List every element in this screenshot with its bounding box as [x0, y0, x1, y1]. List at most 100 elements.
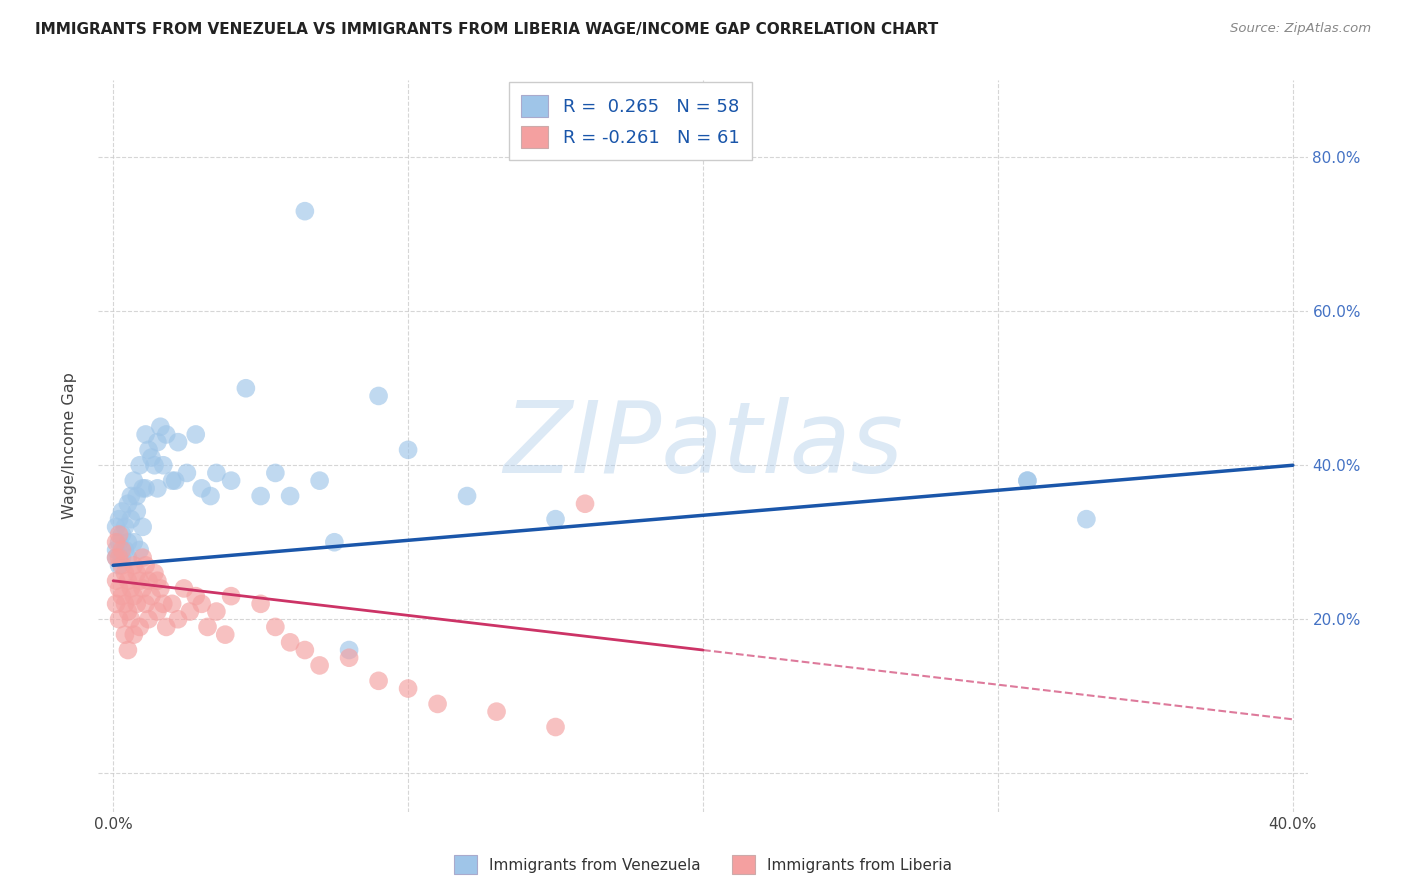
Point	[155, 427, 177, 442]
Point	[117, 605, 139, 619]
Point	[128, 574, 150, 588]
Point	[122, 474, 145, 488]
Point	[1076, 512, 1098, 526]
Point	[176, 466, 198, 480]
Point	[184, 427, 207, 442]
Point	[456, 489, 478, 503]
Point	[122, 535, 145, 549]
Point	[574, 497, 596, 511]
Point	[149, 419, 172, 434]
Text: IMMIGRANTS FROM VENEZUELA VS IMMIGRANTS FROM LIBERIA WAGE/INCOME GAP CORRELATION: IMMIGRANTS FROM VENEZUELA VS IMMIGRANTS …	[35, 22, 938, 37]
Point	[214, 627, 236, 641]
Point	[138, 574, 160, 588]
Point	[114, 597, 136, 611]
Point	[122, 627, 145, 641]
Point	[249, 489, 271, 503]
Legend: R =  0.265   N = 58, R = -0.261   N = 61: R = 0.265 N = 58, R = -0.261 N = 61	[509, 82, 752, 161]
Point	[200, 489, 222, 503]
Point	[114, 520, 136, 534]
Point	[108, 612, 131, 626]
Point	[131, 520, 153, 534]
Point	[131, 582, 153, 596]
Point	[165, 474, 187, 488]
Point	[108, 558, 131, 573]
Point	[219, 589, 242, 603]
Point	[117, 574, 139, 588]
Point	[264, 466, 287, 480]
Point	[128, 620, 150, 634]
Point	[108, 582, 131, 596]
Point	[108, 512, 131, 526]
Legend: Immigrants from Venezuela, Immigrants from Liberia: Immigrants from Venezuela, Immigrants fr…	[449, 849, 957, 880]
Point	[155, 620, 177, 634]
Point	[323, 535, 346, 549]
Point	[146, 435, 169, 450]
Point	[190, 481, 212, 495]
Point	[544, 512, 567, 526]
Point	[105, 543, 128, 558]
Point	[111, 589, 134, 603]
Point	[337, 650, 360, 665]
Point	[105, 597, 128, 611]
Point	[278, 489, 301, 503]
Point	[135, 481, 157, 495]
Point	[308, 658, 330, 673]
Point	[105, 535, 128, 549]
Y-axis label: Wage/Income Gap: Wage/Income Gap	[62, 373, 77, 519]
Point	[146, 481, 169, 495]
Point	[146, 605, 169, 619]
Point	[235, 381, 257, 395]
Point	[117, 535, 139, 549]
Point	[337, 643, 360, 657]
Point	[131, 481, 153, 495]
Point	[249, 597, 271, 611]
Point	[122, 558, 145, 573]
Point	[152, 597, 174, 611]
Point	[205, 605, 228, 619]
Point	[138, 442, 160, 457]
Point	[149, 582, 172, 596]
Point	[138, 612, 160, 626]
Point	[105, 550, 128, 565]
Point	[114, 566, 136, 580]
Point	[111, 558, 134, 573]
Point	[114, 543, 136, 558]
Point	[135, 597, 157, 611]
Text: Source: ZipAtlas.com: Source: ZipAtlas.com	[1230, 22, 1371, 36]
Point	[278, 635, 301, 649]
Point	[117, 550, 139, 565]
Point	[125, 597, 148, 611]
Point	[114, 627, 136, 641]
Point	[197, 620, 219, 634]
Point	[105, 520, 128, 534]
Point	[179, 605, 201, 619]
Point	[105, 574, 128, 588]
Point	[125, 489, 148, 503]
Point	[135, 558, 157, 573]
Point	[128, 543, 150, 558]
Point	[108, 527, 131, 541]
Point	[120, 612, 142, 626]
Point	[141, 589, 163, 603]
Point	[308, 474, 330, 488]
Point	[1017, 474, 1039, 488]
Point	[108, 550, 131, 565]
Point	[396, 681, 419, 696]
Point	[167, 435, 190, 450]
Point	[367, 389, 389, 403]
Point	[205, 466, 228, 480]
Point	[105, 550, 128, 565]
Point	[167, 612, 190, 626]
Point	[544, 720, 567, 734]
Point	[117, 497, 139, 511]
Point	[128, 458, 150, 473]
Point	[122, 589, 145, 603]
Point	[426, 697, 449, 711]
Text: ZIPatlas: ZIPatlas	[503, 398, 903, 494]
Point	[117, 643, 139, 657]
Point	[135, 427, 157, 442]
Point	[141, 450, 163, 465]
Point	[152, 458, 174, 473]
Point	[143, 458, 166, 473]
Point	[143, 566, 166, 580]
